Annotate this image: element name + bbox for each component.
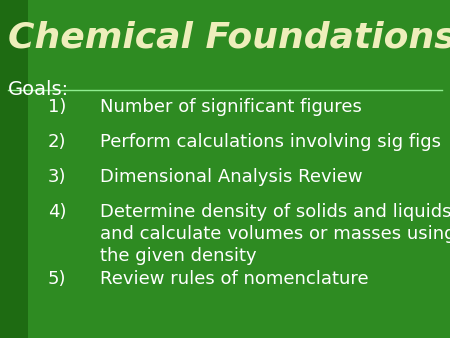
- Text: Number of significant figures: Number of significant figures: [100, 98, 362, 116]
- Text: Goals:: Goals:: [8, 80, 69, 99]
- Text: Perform calculations involving sig figs: Perform calculations involving sig figs: [100, 133, 441, 151]
- Bar: [0, 0, 28, 338]
- Text: 2): 2): [48, 133, 67, 151]
- Text: Review rules of nomenclature: Review rules of nomenclature: [100, 270, 369, 288]
- Text: 3): 3): [48, 168, 67, 186]
- Text: 1): 1): [48, 98, 67, 116]
- Text: 4): 4): [48, 203, 67, 221]
- Text: 5): 5): [48, 270, 67, 288]
- Text: Chemical Foundations: Chemical Foundations: [8, 20, 450, 54]
- Text: Determine density of solids and liquids
and calculate volumes or masses using
th: Determine density of solids and liquids …: [100, 203, 450, 265]
- Text: Dimensional Analysis Review: Dimensional Analysis Review: [100, 168, 363, 186]
